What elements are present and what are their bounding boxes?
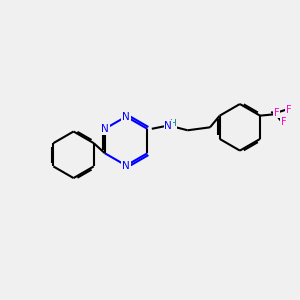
Text: F: F	[286, 105, 292, 115]
Text: H: H	[169, 119, 176, 128]
Text: F: F	[281, 117, 287, 127]
Text: N: N	[101, 124, 109, 134]
Text: N: N	[122, 160, 130, 170]
Text: N: N	[164, 121, 172, 131]
Text: F: F	[274, 108, 279, 118]
Text: N: N	[122, 112, 130, 122]
